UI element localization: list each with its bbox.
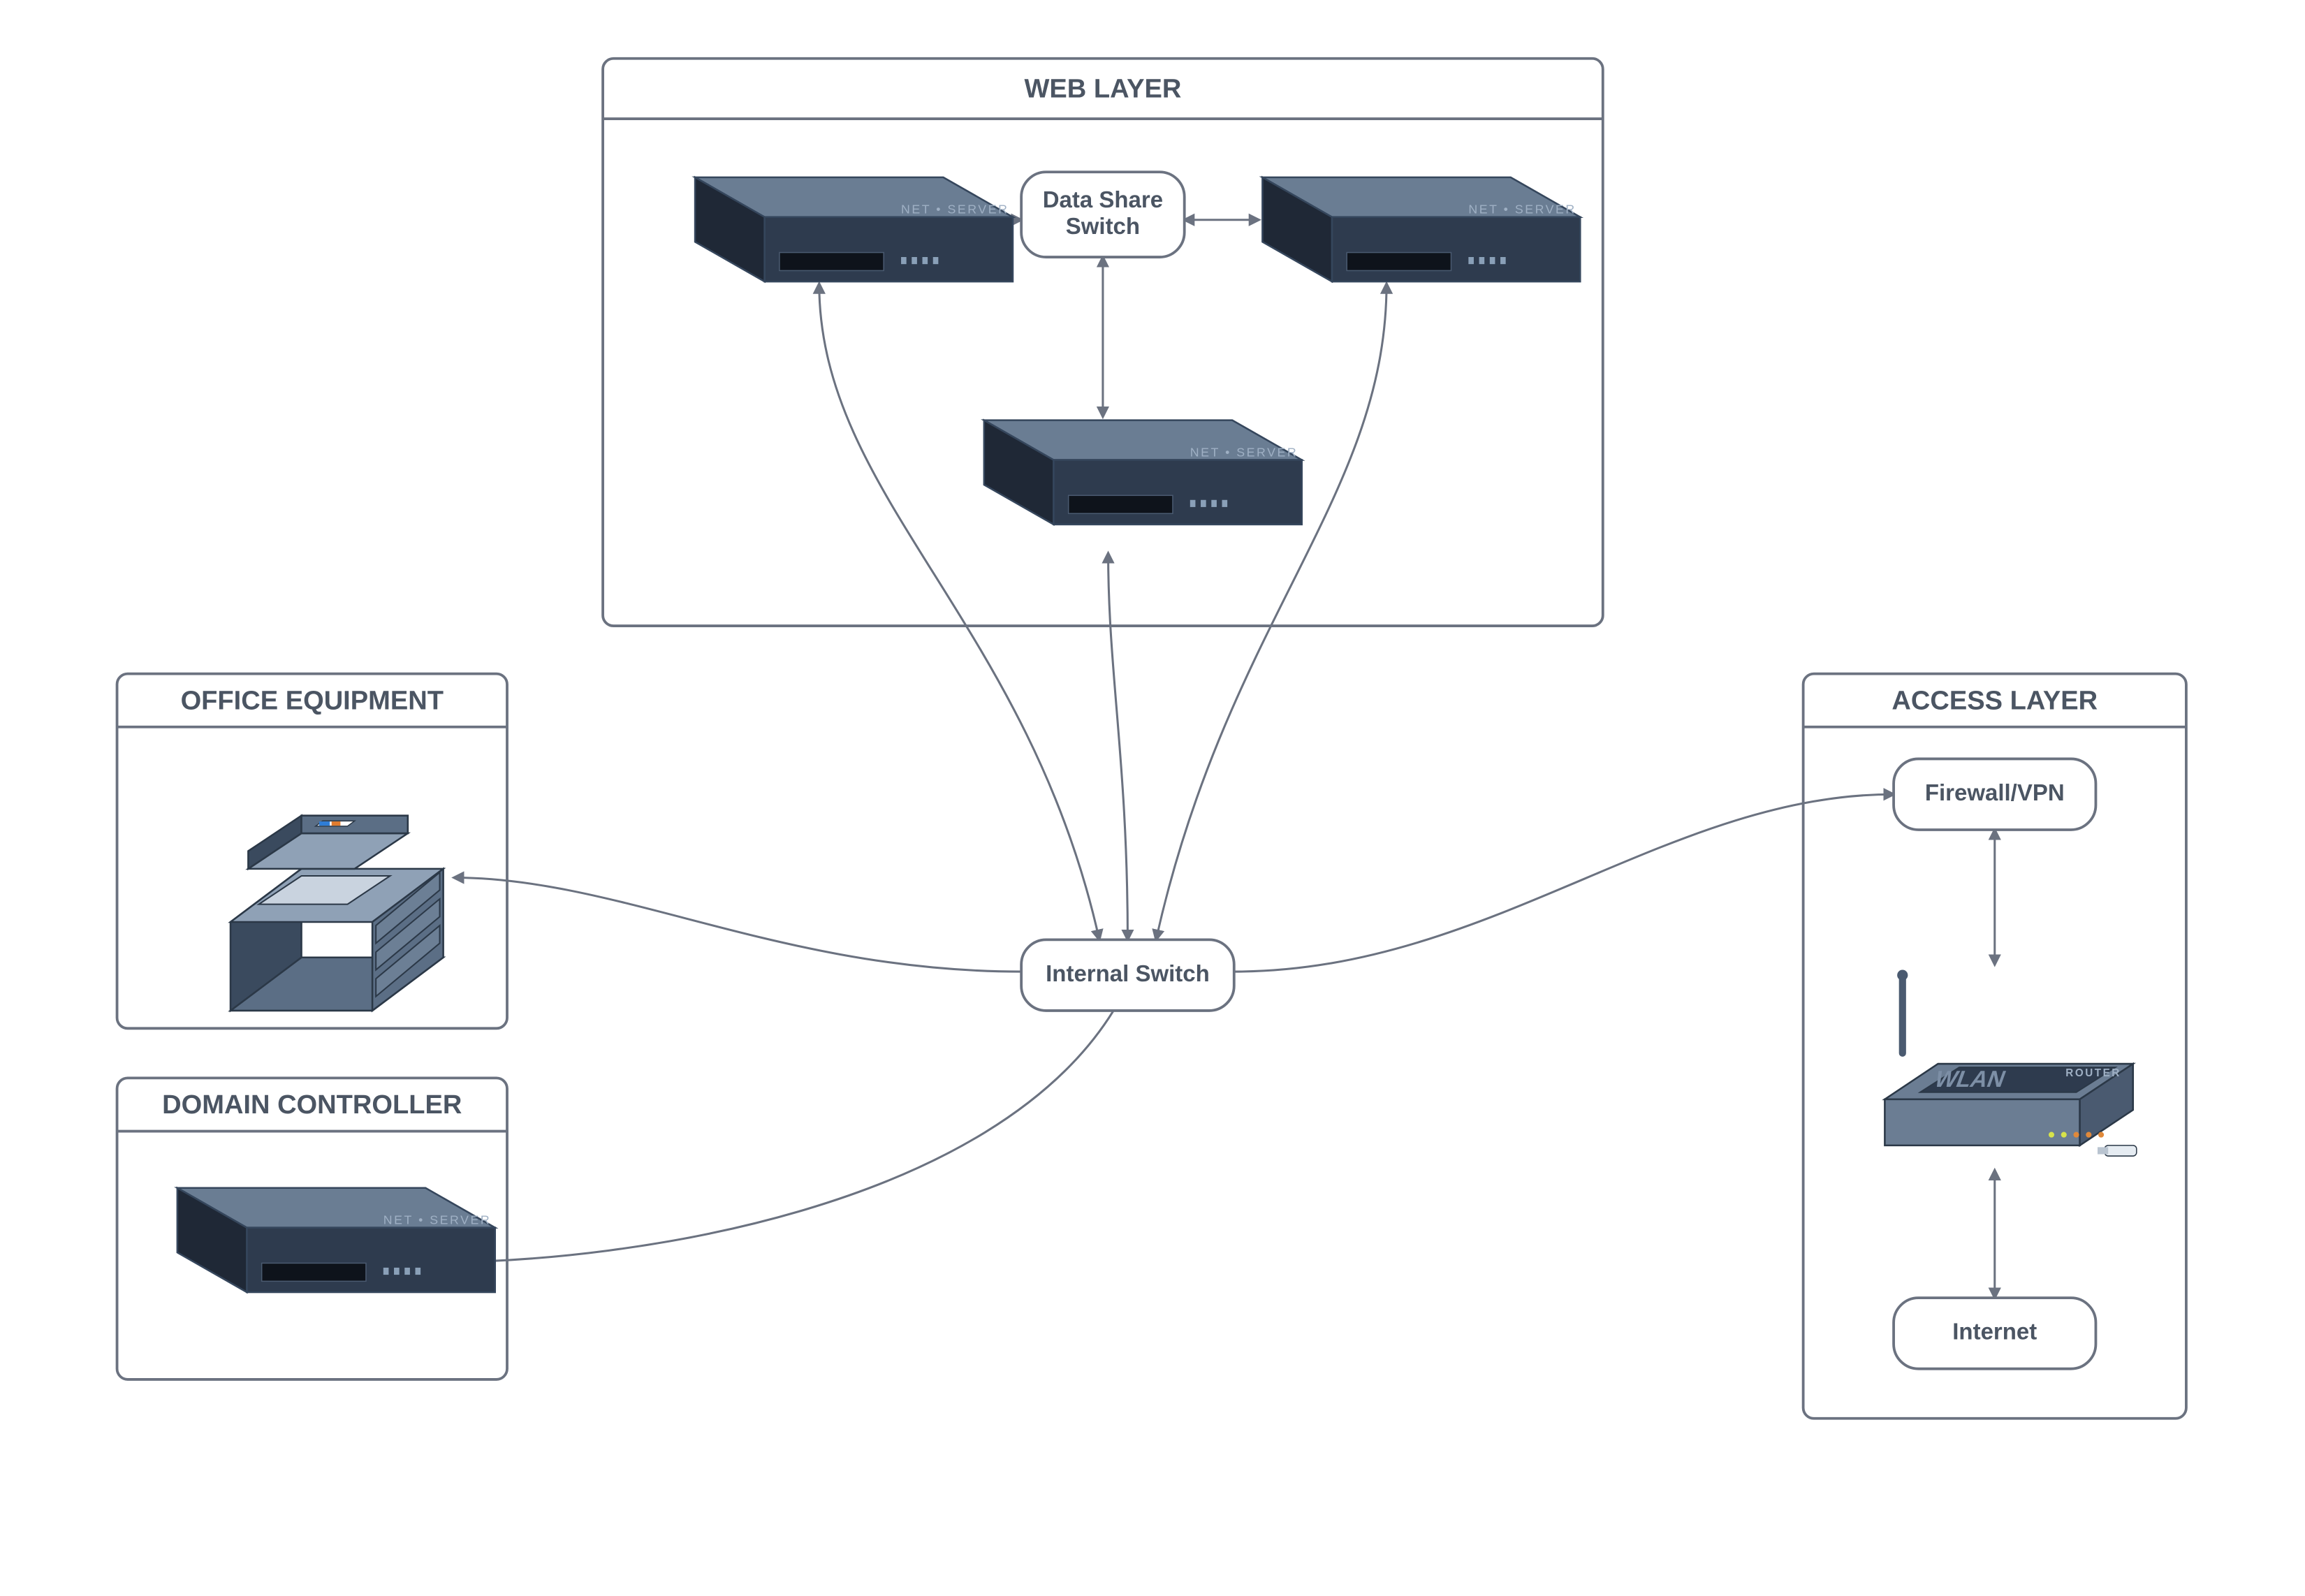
node-label-internet: Internet: [1952, 1319, 2037, 1345]
svg-text:WLAN: WLAN: [1931, 1067, 2009, 1092]
edges-layer: [432, 220, 1994, 1298]
node-iswitch: Internal Switch: [1021, 939, 1234, 1011]
router-icon: WLAN ROUTER: [1885, 970, 2136, 1157]
copier-icon: [230, 816, 444, 1011]
svg-text:ROUTER: ROUTER: [2065, 1067, 2121, 1079]
server-icon: NET • SERVER: [1262, 177, 1580, 281]
server-icon: NET • SERVER: [984, 420, 1302, 525]
node-label-fw: Firewall/VPN: [1925, 779, 2065, 805]
node-label-iswitch: Internal Switch: [1046, 960, 1210, 986]
node-label-dss: Switch: [1066, 213, 1140, 239]
svg-text:NET • SERVER: NET • SERVER: [1468, 203, 1576, 217]
edge-iswitch-copier: [454, 878, 1021, 972]
group-title-office: OFFICE EQUIPMENT: [181, 686, 444, 715]
edge-iswitch-srv2: [1156, 284, 1386, 939]
group-title-domain: DOMAIN CONTROLLER: [162, 1090, 462, 1120]
node-fw: Firewall/VPN: [1894, 759, 2095, 830]
edge-iswitch-srv3: [1108, 553, 1128, 939]
server-icon: NET • SERVER: [695, 177, 1013, 281]
group-title-web: WEB LAYER: [1024, 75, 1181, 104]
node-label-dss: Data Share: [1043, 186, 1163, 212]
node-dss: Data ShareSwitch: [1021, 172, 1185, 257]
network-diagram: WEB LAYER OFFICE EQUIPMENT DOMAIN CONTROLL…: [0, 0, 2305, 1596]
svg-text:NET • SERVER: NET • SERVER: [901, 203, 1009, 217]
svg-text:NET • SERVER: NET • SERVER: [383, 1213, 491, 1227]
edge-iswitch-srv_dc: [432, 1011, 1113, 1262]
server-icon: NET • SERVER: [177, 1188, 495, 1292]
node-internet: Internet: [1894, 1298, 2095, 1369]
group-title-access: ACCESS LAYER: [1891, 686, 2098, 715]
edge-iswitch-srv1: [819, 284, 1099, 939]
edge-iswitch-fw: [1234, 794, 1894, 972]
svg-text:NET • SERVER: NET • SERVER: [1190, 445, 1298, 459]
